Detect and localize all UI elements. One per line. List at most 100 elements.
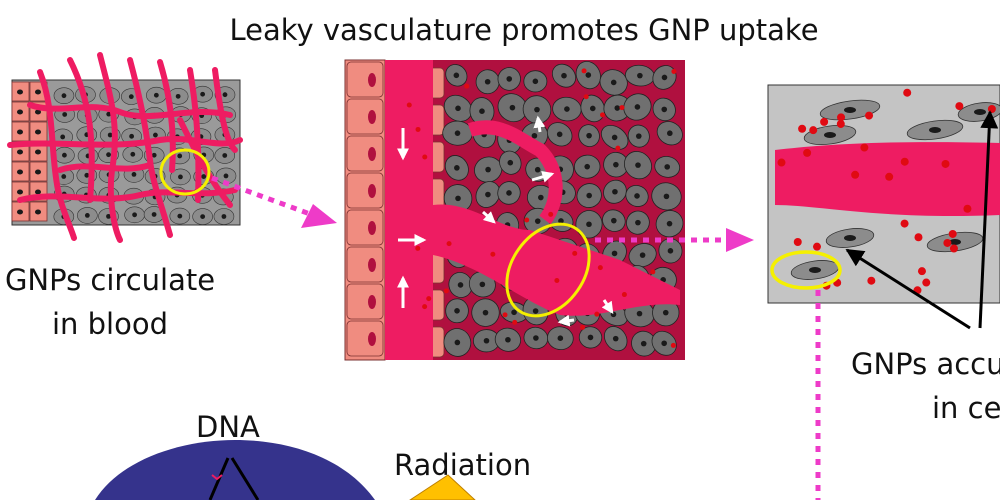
gnp-dot — [444, 288, 449, 293]
cell-nucleus — [178, 175, 183, 180]
cell-nucleus — [201, 174, 206, 179]
label-circulate-line1: GNPs circulate — [0, 258, 225, 302]
gnp-dot — [548, 212, 553, 217]
cell-nucleus — [611, 218, 617, 224]
cell-nucleus — [510, 105, 516, 111]
gnp-dot — [922, 279, 930, 287]
gnp-dot — [918, 267, 926, 275]
cell-nucleus — [557, 132, 563, 138]
gnp-dot — [809, 126, 817, 134]
gnp-dot — [447, 241, 452, 246]
cell-nucleus — [484, 338, 490, 344]
cell-nucleus — [844, 235, 856, 241]
gnp-dot — [803, 149, 811, 157]
cell-nucleus — [455, 340, 461, 346]
gnp-dot — [422, 154, 427, 159]
cell-nucleus — [368, 332, 376, 346]
gnp-dot — [580, 325, 585, 330]
cell-nucleus — [200, 92, 205, 97]
cell-nucleus — [153, 133, 158, 138]
gnp-dot — [942, 160, 950, 168]
cell-nucleus — [61, 174, 66, 179]
gnp-dot — [950, 245, 958, 253]
cell-nucleus — [17, 210, 23, 215]
cell-nucleus — [129, 94, 134, 99]
cell-nucleus — [664, 164, 670, 170]
cell-nucleus — [222, 214, 227, 219]
cell-nucleus — [368, 110, 376, 124]
cell-nucleus — [612, 251, 618, 257]
cell-nucleus — [368, 258, 376, 272]
gnp-dot — [598, 265, 603, 270]
cell-nucleus — [62, 93, 67, 98]
cell-nucleus — [35, 130, 41, 135]
dna-nucleus — [95, 440, 375, 500]
cell-nucleus — [538, 195, 544, 201]
cell-nucleus — [485, 79, 491, 85]
cell-nucleus — [635, 162, 641, 168]
cell-nucleus — [533, 79, 539, 85]
cell-nucleus — [664, 194, 670, 200]
cell-nucleus — [667, 221, 673, 227]
cell-nucleus — [844, 107, 856, 113]
cell-nucleus — [62, 153, 67, 158]
gnp-dot — [422, 304, 427, 309]
gnp-dot — [594, 312, 599, 317]
cell-nucleus — [368, 73, 376, 87]
cell-nucleus — [561, 73, 567, 79]
gnp-dot — [615, 146, 620, 151]
cell-nucleus — [130, 152, 135, 157]
cell-nucleus — [200, 214, 205, 219]
cell-nucleus — [368, 147, 376, 161]
accumulation-panel — [768, 85, 1000, 303]
gnp-dot — [955, 102, 963, 110]
gnp-dot — [554, 278, 559, 283]
label-accumulate-line1: GNPs accu — [851, 342, 1000, 386]
cell-nucleus — [62, 112, 67, 117]
cell-nucleus — [17, 130, 23, 135]
gnp-dot — [885, 173, 893, 181]
page-title: Leaky vasculature promotes GNP uptake — [214, 8, 834, 52]
cell-nucleus — [507, 160, 513, 166]
cell-nucleus — [588, 335, 594, 341]
cell-nucleus — [533, 335, 539, 341]
cell-nucleus — [368, 184, 376, 198]
cell-nucleus — [17, 190, 23, 195]
cell-nucleus — [17, 150, 23, 155]
endothelial-cell — [347, 210, 383, 245]
endothelial-cell — [347, 173, 383, 208]
endothelial-cell — [347, 321, 383, 356]
cell-nucleus — [586, 221, 592, 227]
cell-nucleus — [505, 337, 511, 343]
cell-nucleus — [614, 105, 620, 111]
gnp-dot — [671, 343, 676, 348]
cell-nucleus — [641, 341, 647, 347]
cell-nucleus — [640, 252, 646, 258]
cell-nucleus — [455, 130, 461, 136]
cell-nucleus — [611, 80, 617, 86]
gnp-dot — [837, 120, 845, 128]
cell-nucleus — [534, 107, 540, 113]
cell-nucleus — [177, 214, 182, 219]
cell-nucleus — [35, 190, 41, 195]
cell-nucleus — [668, 248, 674, 254]
cell-nucleus — [533, 308, 539, 314]
leaky-vasculature-panel — [345, 57, 688, 360]
cell-nucleus — [809, 267, 821, 273]
cell-nucleus — [454, 72, 460, 78]
cell-nucleus — [85, 213, 90, 218]
gnp-dot — [622, 292, 627, 297]
gnp-dot — [798, 125, 806, 133]
gnp-dot — [490, 252, 495, 257]
cell-nucleus — [223, 92, 228, 97]
gnp-dot — [860, 144, 868, 152]
cell-nucleus — [613, 162, 619, 168]
endothelial-cell — [347, 247, 383, 282]
cell-nucleus — [152, 212, 157, 217]
cell-nucleus — [667, 130, 673, 136]
cell-nucleus — [132, 212, 137, 217]
cell-nucleus — [454, 308, 460, 314]
cell-nucleus — [176, 94, 181, 99]
cell-nucleus — [177, 154, 182, 159]
